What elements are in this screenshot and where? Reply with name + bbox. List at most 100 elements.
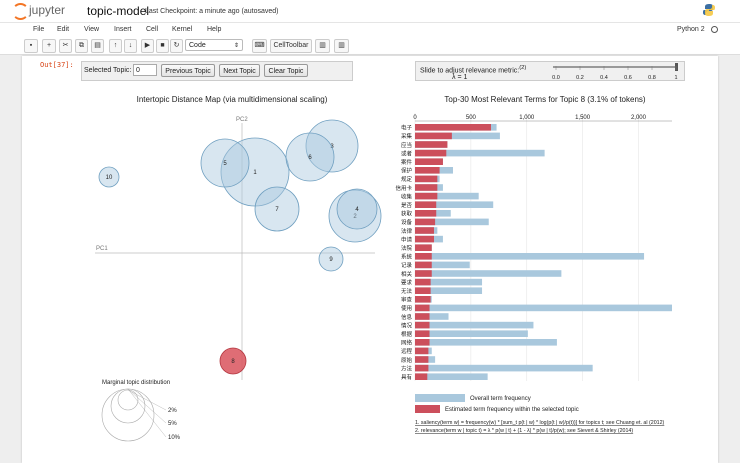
term-label[interactable]: 收集 bbox=[401, 192, 413, 200]
celltoolbar-button[interactable]: CellToolbar bbox=[270, 39, 312, 53]
term-label[interactable]: 或者 bbox=[401, 149, 413, 157]
copy-icon[interactable]: ⧉ bbox=[75, 39, 88, 53]
bar-overall[interactable] bbox=[415, 149, 545, 157]
term-label[interactable]: 网络 bbox=[401, 339, 413, 347]
bar-estimated[interactable] bbox=[415, 356, 429, 363]
bar-estimated[interactable] bbox=[415, 278, 431, 286]
cut-icon[interactable]: ✂ bbox=[59, 39, 72, 53]
term-label[interactable]: 信用卡 bbox=[395, 184, 412, 192]
notebook-title[interactable]: topic-model bbox=[87, 4, 150, 18]
term-label[interactable]: 无法 bbox=[401, 287, 413, 295]
topic-circle-10[interactable] bbox=[98, 166, 120, 188]
bar-estimated[interactable] bbox=[415, 261, 432, 269]
bar-overall[interactable] bbox=[415, 330, 528, 337]
bar-estimated[interactable] bbox=[415, 304, 430, 312]
jupyter-logo-icon[interactable] bbox=[12, 3, 29, 20]
bar-estimated[interactable] bbox=[415, 227, 434, 234]
term-label[interactable]: 规定 bbox=[401, 175, 413, 183]
selected-topic-input[interactable]: 0 bbox=[133, 64, 157, 76]
footnote-relevance[interactable]: 2. relevance(term w | topic t) = λ * p(w… bbox=[415, 428, 633, 434]
term-label[interactable]: 法律 bbox=[401, 227, 413, 235]
bar-overall[interactable] bbox=[415, 253, 645, 260]
bar-overall[interactable] bbox=[415, 261, 470, 269]
topic-circle-2[interactable] bbox=[328, 189, 382, 243]
menu-insert[interactable]: Insert bbox=[114, 26, 132, 33]
term-label[interactable]: 根据 bbox=[401, 330, 413, 338]
bar-overall[interactable] bbox=[415, 373, 488, 380]
bar-estimated[interactable] bbox=[415, 192, 438, 200]
footnote-saliency[interactable]: 1. saliency(term w) = frequency(w) * [su… bbox=[415, 420, 665, 426]
topic-circle-5[interactable] bbox=[200, 138, 250, 188]
relevance-slider-track[interactable] bbox=[553, 66, 677, 68]
chart2-icon[interactable]: ▥ bbox=[334, 39, 349, 53]
bar-estimated[interactable] bbox=[415, 141, 448, 148]
chart-icon[interactable]: ▥ bbox=[315, 39, 330, 53]
bar-overall[interactable] bbox=[415, 218, 489, 226]
topic-circle-9[interactable] bbox=[318, 246, 344, 272]
bar-overall[interactable] bbox=[415, 313, 449, 320]
term-label[interactable]: 要求 bbox=[401, 278, 413, 286]
bar-estimated[interactable] bbox=[415, 296, 431, 303]
bar-estimated[interactable] bbox=[415, 210, 437, 217]
menu-view[interactable]: View bbox=[84, 26, 100, 33]
bar-estimated[interactable] bbox=[415, 364, 429, 372]
bar-estimated[interactable] bbox=[415, 287, 431, 294]
term-label[interactable]: 具有 bbox=[401, 373, 413, 381]
bar-estimated[interactable] bbox=[415, 158, 443, 165]
jupyter-logo-text[interactable]: jupyter bbox=[29, 3, 66, 17]
relevance-slider-handle[interactable] bbox=[675, 63, 678, 71]
bar-estimated[interactable] bbox=[415, 244, 432, 251]
bar-estimated[interactable] bbox=[415, 149, 447, 157]
term-label[interactable]: 保护 bbox=[401, 167, 413, 175]
bar-overall[interactable] bbox=[415, 192, 479, 200]
menu-help[interactable]: Help bbox=[207, 26, 222, 33]
bar-overall[interactable] bbox=[415, 278, 483, 286]
bar-overall[interactable] bbox=[415, 270, 562, 277]
term-label[interactable]: 远程 bbox=[401, 347, 413, 355]
topic-circle-4[interactable] bbox=[336, 188, 378, 230]
move-up-icon[interactable]: ↑ bbox=[109, 39, 122, 53]
move-down-icon[interactable]: ↓ bbox=[124, 39, 137, 53]
bar-estimated[interactable] bbox=[415, 330, 430, 337]
bar-estimated[interactable] bbox=[415, 313, 430, 320]
bar-estimated[interactable] bbox=[415, 339, 430, 346]
bar-overall[interactable] bbox=[415, 339, 557, 346]
term-label[interactable]: 原始 bbox=[401, 356, 413, 364]
run-icon[interactable]: ▶ bbox=[141, 39, 154, 53]
term-label[interactable]: 案件 bbox=[401, 158, 413, 166]
restart-icon[interactable]: ↻ bbox=[170, 39, 183, 53]
bar-estimated[interactable] bbox=[415, 235, 434, 243]
bar-estimated[interactable] bbox=[415, 270, 432, 277]
bar-estimated[interactable] bbox=[415, 167, 440, 174]
bar-overall[interactable] bbox=[415, 132, 500, 140]
bar-estimated[interactable] bbox=[415, 253, 432, 260]
bar-overall[interactable] bbox=[415, 201, 494, 208]
bar-estimated[interactable] bbox=[415, 373, 428, 380]
term-label[interactable]: 方法 bbox=[401, 364, 413, 372]
term-label[interactable]: 信息 bbox=[401, 313, 413, 321]
term-label[interactable]: 使用 bbox=[401, 304, 412, 312]
cell-type-select[interactable]: Code ⇕ bbox=[185, 39, 243, 51]
bar-estimated[interactable] bbox=[415, 175, 438, 183]
term-label[interactable]: 申请 bbox=[401, 235, 413, 243]
previous-topic-button[interactable]: Previous Topic bbox=[161, 64, 215, 77]
topic-circle-8[interactable] bbox=[219, 347, 247, 375]
menu-kernel[interactable]: Kernel bbox=[172, 26, 193, 33]
topic-circle-7[interactable] bbox=[254, 186, 300, 232]
keyboard-icon[interactable]: ⌨ bbox=[252, 39, 267, 53]
bar-overall[interactable] bbox=[415, 287, 483, 294]
term-label[interactable]: 相关 bbox=[401, 270, 413, 278]
menu-edit[interactable]: Edit bbox=[57, 26, 70, 33]
term-label[interactable]: 情况 bbox=[401, 321, 413, 329]
term-label[interactable]: 是否 bbox=[401, 202, 413, 209]
bar-overall[interactable] bbox=[415, 364, 593, 372]
bar-estimated[interactable] bbox=[415, 184, 438, 191]
bar-estimated[interactable] bbox=[415, 124, 491, 131]
save-icon[interactable]: ▪ bbox=[24, 39, 38, 53]
bar-overall[interactable] bbox=[415, 304, 672, 312]
bar-estimated[interactable] bbox=[415, 321, 430, 329]
stop-icon[interactable]: ■ bbox=[156, 39, 169, 53]
menu-cell[interactable]: Cell bbox=[146, 26, 159, 33]
insert-cell-icon[interactable]: + bbox=[42, 39, 56, 53]
term-label[interactable]: 电子 bbox=[401, 124, 413, 132]
